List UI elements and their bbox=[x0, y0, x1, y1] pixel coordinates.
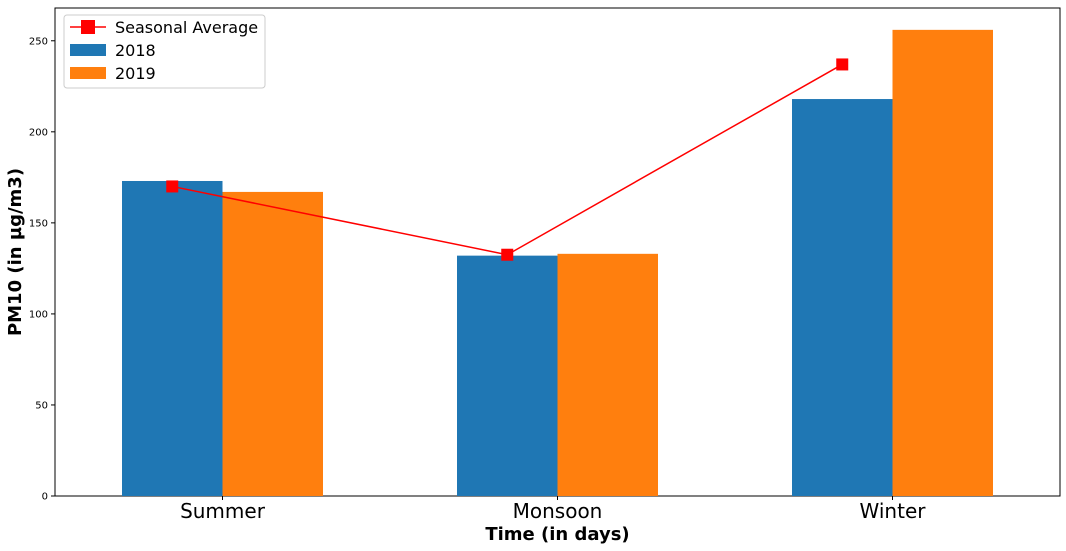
y-axis: 0 50 100 150 200 250 bbox=[29, 36, 55, 503]
x-axis: Summer Monsoon Winter bbox=[180, 496, 926, 523]
y-axis-label: PM10 (in µg/m3) bbox=[5, 168, 26, 336]
x-axis-label: Time (in days) bbox=[485, 524, 629, 545]
y-tick-label: 250 bbox=[29, 36, 48, 47]
x-tick-label-summer: Summer bbox=[180, 499, 266, 523]
legend-box bbox=[63, 14, 266, 89]
legend-swatch-2019 bbox=[70, 67, 106, 79]
y-tick-label: 150 bbox=[29, 218, 48, 229]
bar-2019-monsoon bbox=[557, 253, 658, 496]
bar-2018-summer bbox=[122, 180, 223, 496]
bars-group bbox=[122, 29, 993, 497]
bar-2018-winter bbox=[792, 99, 893, 497]
seasonal-average-point-summer bbox=[166, 180, 179, 193]
legend: Seasonal Average 2018 2019 bbox=[63, 14, 266, 89]
bar-2019-summer bbox=[222, 191, 323, 496]
x-tick-label-monsoon: Monsoon bbox=[513, 499, 603, 523]
legend-swatch-2018 bbox=[70, 44, 106, 56]
legend-label-2019: 2019 bbox=[115, 64, 156, 83]
y-tick-label: 100 bbox=[29, 309, 48, 320]
legend-square-marker bbox=[81, 20, 95, 34]
legend-label-seasonal-average: Seasonal Average bbox=[115, 18, 258, 37]
seasonal-average-line-group bbox=[166, 58, 849, 261]
y-tick-label: 0 bbox=[42, 492, 48, 503]
bar-2018-monsoon bbox=[457, 255, 558, 496]
seasonal-average-point-winter bbox=[836, 58, 849, 71]
x-tick-label-winter: Winter bbox=[860, 499, 927, 523]
bar-2019-winter bbox=[892, 29, 993, 497]
y-tick-label: 50 bbox=[35, 400, 48, 411]
y-tick-label: 200 bbox=[29, 127, 48, 138]
legend-label-2018: 2018 bbox=[115, 41, 156, 60]
seasonal-average-point-monsoon bbox=[501, 248, 514, 261]
